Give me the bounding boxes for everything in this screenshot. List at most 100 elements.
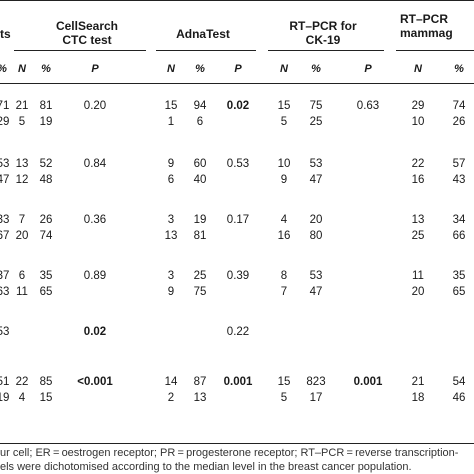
cell-mm_n: 10	[411, 116, 425, 128]
cell-ad_p: 0.39	[226, 270, 250, 282]
subheader-mm_n: N	[414, 63, 422, 75]
header-adnatest: AdnaTest	[176, 27, 230, 41]
header-cellsearch-line1: CellSearch	[55, 19, 119, 33]
cell-ck_n: 15	[277, 100, 291, 112]
cell-mm_n: 21	[411, 376, 425, 388]
header-rtpcr-ck19: RT–PCR for CK-19	[268, 19, 378, 47]
subheader-mm_pct: %	[454, 63, 464, 75]
cell-cs_pct: 85	[39, 376, 53, 388]
cell-mm_pct: 34	[452, 214, 466, 226]
cell-cs_pct: 26	[39, 214, 53, 226]
cell-ad_n: 9	[167, 286, 175, 298]
cell-mm_pct: 74	[452, 100, 466, 112]
cell-ad_p: 0.02	[226, 100, 250, 112]
cell-ck_n: 4	[280, 214, 288, 226]
cell-ad_p: 0.001	[223, 376, 253, 388]
cell-cs_n: 4	[18, 392, 26, 404]
cell-ck_n: 5	[280, 116, 288, 128]
cell-mm_n: 29	[411, 100, 425, 112]
cell-pt: 53	[0, 326, 10, 338]
subheader-ck_pct: %	[311, 63, 321, 75]
cell-cs_n: 12	[15, 174, 29, 186]
cell-ad_pct: 19	[193, 214, 207, 226]
cell-cs_pct: 81	[39, 100, 53, 112]
cell-ad_n: 3	[167, 270, 175, 282]
subheader-cs_p: P	[91, 63, 99, 75]
cell-mm_pct: 66	[452, 230, 466, 242]
cell-ad_pct: 25	[193, 270, 207, 282]
cell-pt: 47	[0, 174, 10, 186]
header-cellsearch: CellSearch CTC test	[37, 19, 137, 47]
cell-mm_pct: 57	[452, 158, 466, 170]
cell-ad_pct: 60	[193, 158, 207, 170]
cell-ad_pct: 40	[193, 174, 207, 186]
cell-pt: 19	[0, 392, 10, 404]
cell-ad_p: 0.17	[226, 214, 250, 226]
cell-cs_p: 0.89	[83, 270, 107, 282]
header-rtpcr-mammaglobin: RT–PCR mammag	[400, 12, 453, 40]
cell-ck_pct: 17	[309, 392, 323, 404]
cell-ck_n: 5	[280, 392, 288, 404]
cell-mm_n: 13	[411, 214, 425, 226]
cell-cs_p: 0.02	[83, 326, 107, 338]
top-rule	[0, 0, 474, 1]
cell-cs_pct: 35	[39, 270, 53, 282]
cell-ck_pct: 20	[309, 214, 323, 226]
cell-pt: 29	[0, 116, 10, 128]
cell-ck_n: 8	[280, 270, 288, 282]
cell-cs_p: <0.001	[77, 376, 113, 388]
cell-mm_pct: 43	[452, 174, 466, 186]
cell-mm_pct: 65	[452, 286, 466, 298]
cell-ad_pct: 6	[196, 116, 204, 128]
cell-mm_n: 20	[411, 286, 425, 298]
footnote-line-2: els were dichotomised according to the m…	[0, 461, 412, 473]
header-rtpcr-ck19-line1: RT–PCR for	[289, 19, 357, 33]
subheader-ad_n: N	[167, 63, 175, 75]
cell-ad_pct: 81	[193, 230, 207, 242]
cell-pt: 53	[0, 158, 10, 170]
subheader-cs_n: N	[18, 63, 26, 75]
subheader-cs_pct: %	[41, 63, 51, 75]
cell-cs_n: 21	[15, 100, 29, 112]
cell-mm_pct: 26	[452, 116, 466, 128]
cell-cs_n: 7	[18, 214, 26, 226]
cell-pt: 67	[0, 230, 10, 242]
cell-ad_pct: 13	[193, 392, 207, 404]
cell-ad_n: 13	[164, 230, 178, 242]
cell-cs_pct: 19	[39, 116, 53, 128]
cell-ad_pct: 94	[193, 100, 207, 112]
cell-cs_pct: 48	[39, 174, 53, 186]
subheader-rule	[0, 83, 474, 84]
bottom-rule	[0, 443, 474, 444]
group-rule-rtpcr-mam	[396, 50, 474, 51]
cell-mm_pct: 46	[452, 392, 466, 404]
cell-ad_pct: 87	[193, 376, 207, 388]
cell-pt: 33	[0, 214, 10, 226]
cell-pt: 63	[0, 286, 10, 298]
cell-ck_n: 15	[277, 376, 291, 388]
cell-cs_n: 6	[18, 270, 26, 282]
header-rtpcr-ck19-line2: CK-19	[305, 33, 341, 47]
cell-mm_n: 22	[411, 158, 425, 170]
cell-cs_pct: 74	[39, 230, 53, 242]
cell-cs_pct: 52	[39, 158, 53, 170]
cell-cs_n: 13	[15, 158, 29, 170]
subheader-ck_n: N	[280, 63, 288, 75]
subheader-pt: %	[0, 63, 12, 76]
cell-ck_pct: 75	[309, 100, 323, 112]
cell-cs_n: 11	[16, 286, 28, 298]
cell-ad_n: 15	[164, 100, 178, 112]
cell-mm_n: 11	[412, 270, 424, 282]
cell-ck_n: 16	[277, 230, 291, 242]
cell-ck_n: 7	[280, 286, 288, 298]
cell-mm_n: 16	[411, 174, 425, 186]
cell-cs_n: 22	[15, 376, 29, 388]
header-rtpcr-mam-line1: RT–PCR	[400, 12, 449, 26]
cell-cs_n: 20	[15, 230, 29, 242]
header-cellsearch-line2: CTC test	[62, 33, 112, 47]
cell-ad_n: 14	[164, 376, 178, 388]
cell-ck_pct: 47	[309, 286, 323, 298]
cell-ck_pct: 823	[306, 376, 326, 388]
cell-ad_n: 9	[167, 158, 175, 170]
footnote-line-1: ur cell; ER = oestrogen receptor; PR = p…	[0, 447, 459, 459]
